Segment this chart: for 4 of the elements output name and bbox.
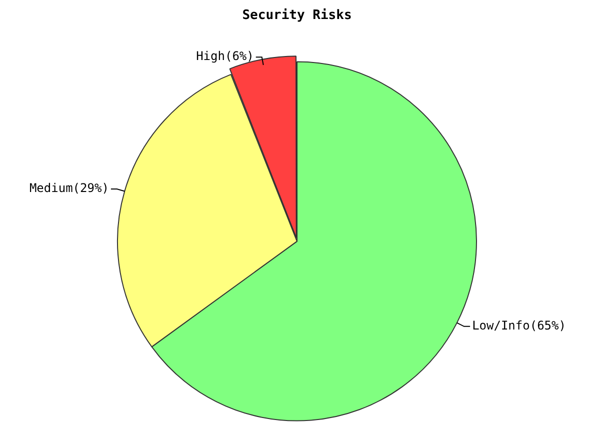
slice-label: Medium(29%) [29,181,109,196]
slice-label: High(6%) [196,49,254,64]
slice-label: Low/Info(65%) [472,318,566,333]
chart-title: Security Risks [242,8,352,24]
